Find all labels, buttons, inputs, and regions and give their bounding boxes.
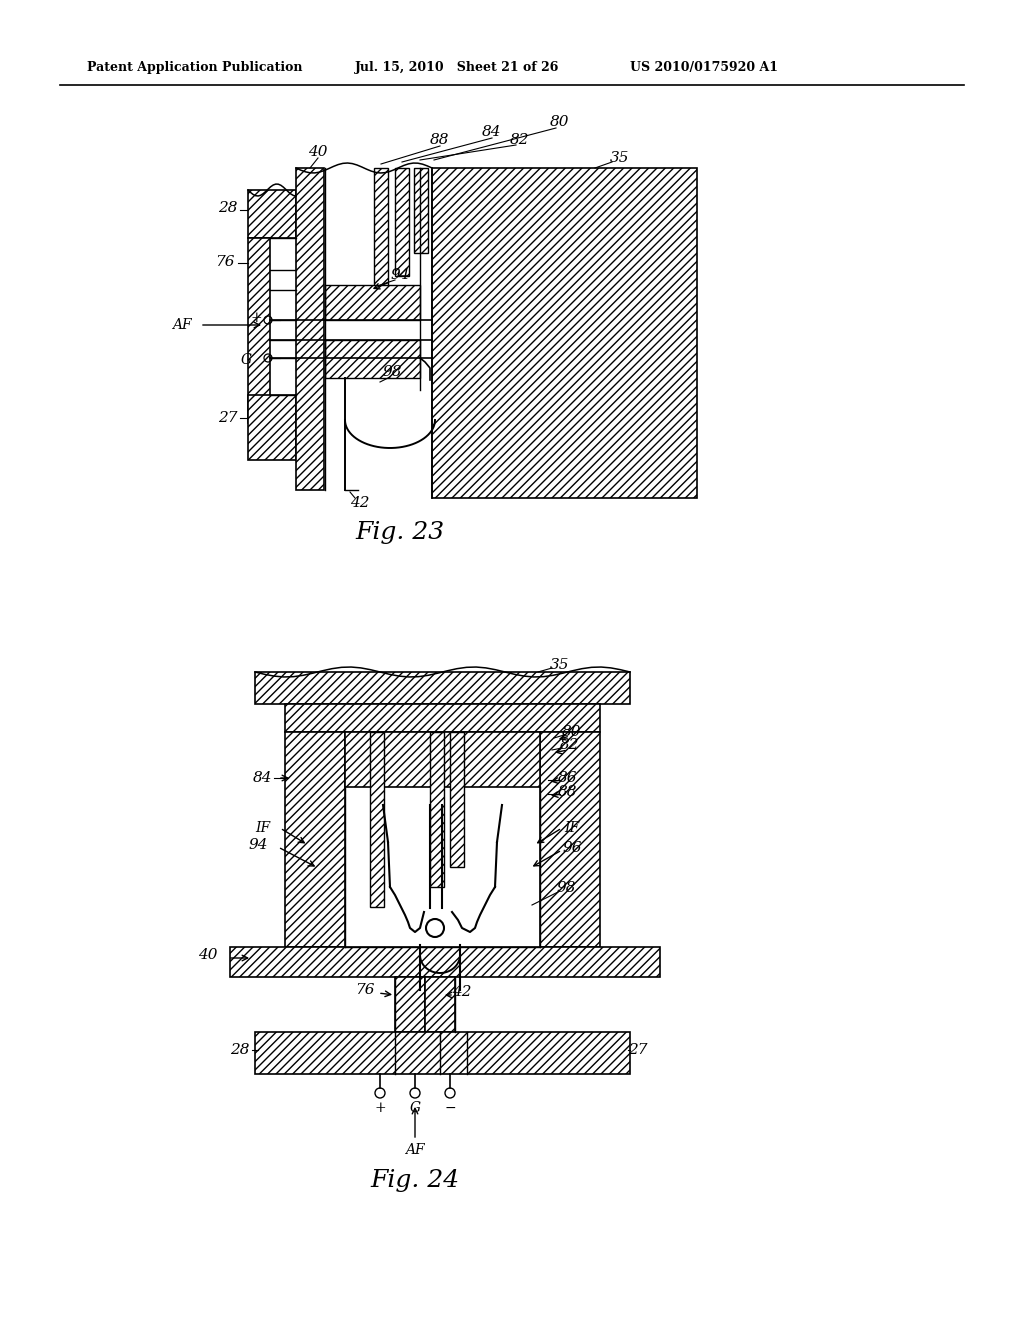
Text: AF: AF <box>172 318 193 333</box>
Bar <box>230 946 660 977</box>
Text: G: G <box>410 1101 421 1115</box>
Bar <box>285 704 600 733</box>
Bar <box>255 1032 630 1074</box>
Bar <box>370 733 384 907</box>
Text: 28: 28 <box>230 1043 250 1057</box>
Text: 88: 88 <box>430 133 450 147</box>
Bar <box>255 672 630 704</box>
Text: 96: 96 <box>562 841 582 855</box>
Text: 35: 35 <box>610 150 630 165</box>
Bar <box>248 395 296 459</box>
Bar <box>248 238 270 422</box>
Text: 42: 42 <box>453 985 472 999</box>
Text: 80: 80 <box>562 725 582 739</box>
Bar <box>540 733 600 946</box>
Text: G: G <box>241 352 252 367</box>
Text: −: − <box>444 1101 456 1115</box>
Bar <box>425 977 455 1032</box>
Text: 27: 27 <box>218 411 238 425</box>
Text: 28: 28 <box>218 201 238 215</box>
Text: 27: 27 <box>629 1043 648 1057</box>
Text: 82: 82 <box>560 738 580 752</box>
Text: 84: 84 <box>482 125 502 139</box>
Text: 86: 86 <box>558 771 578 785</box>
Text: 98: 98 <box>382 366 401 379</box>
Text: Fig. 24: Fig. 24 <box>371 1168 460 1192</box>
Text: US 2010/0175920 A1: US 2010/0175920 A1 <box>630 62 778 74</box>
Text: Fig. 23: Fig. 23 <box>355 520 444 544</box>
Text: 94: 94 <box>249 838 268 851</box>
Text: 42: 42 <box>350 496 370 510</box>
Text: 94: 94 <box>390 268 410 282</box>
Text: 98: 98 <box>556 880 575 895</box>
Text: 40: 40 <box>199 948 218 962</box>
Bar <box>296 168 324 490</box>
Text: 76: 76 <box>355 983 375 997</box>
Text: IF: IF <box>255 821 270 836</box>
Bar <box>248 190 296 238</box>
Text: 40: 40 <box>308 145 328 158</box>
Text: +: + <box>250 312 262 325</box>
Bar <box>345 733 540 787</box>
Text: Jul. 15, 2010   Sheet 21 of 26: Jul. 15, 2010 Sheet 21 of 26 <box>355 62 559 74</box>
Text: +: + <box>374 1101 386 1115</box>
Text: 88: 88 <box>558 785 578 799</box>
Bar <box>395 977 425 1032</box>
Bar <box>325 285 420 319</box>
Text: IF: IF <box>564 821 580 836</box>
Bar <box>374 168 388 298</box>
Text: 82: 82 <box>510 133 529 147</box>
Bar <box>450 733 464 867</box>
Text: 80: 80 <box>550 115 569 129</box>
Text: Patent Application Publication: Patent Application Publication <box>87 62 302 74</box>
Bar <box>325 341 420 378</box>
Bar <box>395 168 409 276</box>
Bar <box>285 733 345 946</box>
Text: 76: 76 <box>215 255 234 269</box>
Bar <box>430 733 444 887</box>
Text: 84: 84 <box>253 771 272 785</box>
Text: AF: AF <box>406 1143 425 1158</box>
Bar <box>432 168 697 498</box>
Text: 35: 35 <box>550 657 569 672</box>
Bar <box>414 168 428 253</box>
